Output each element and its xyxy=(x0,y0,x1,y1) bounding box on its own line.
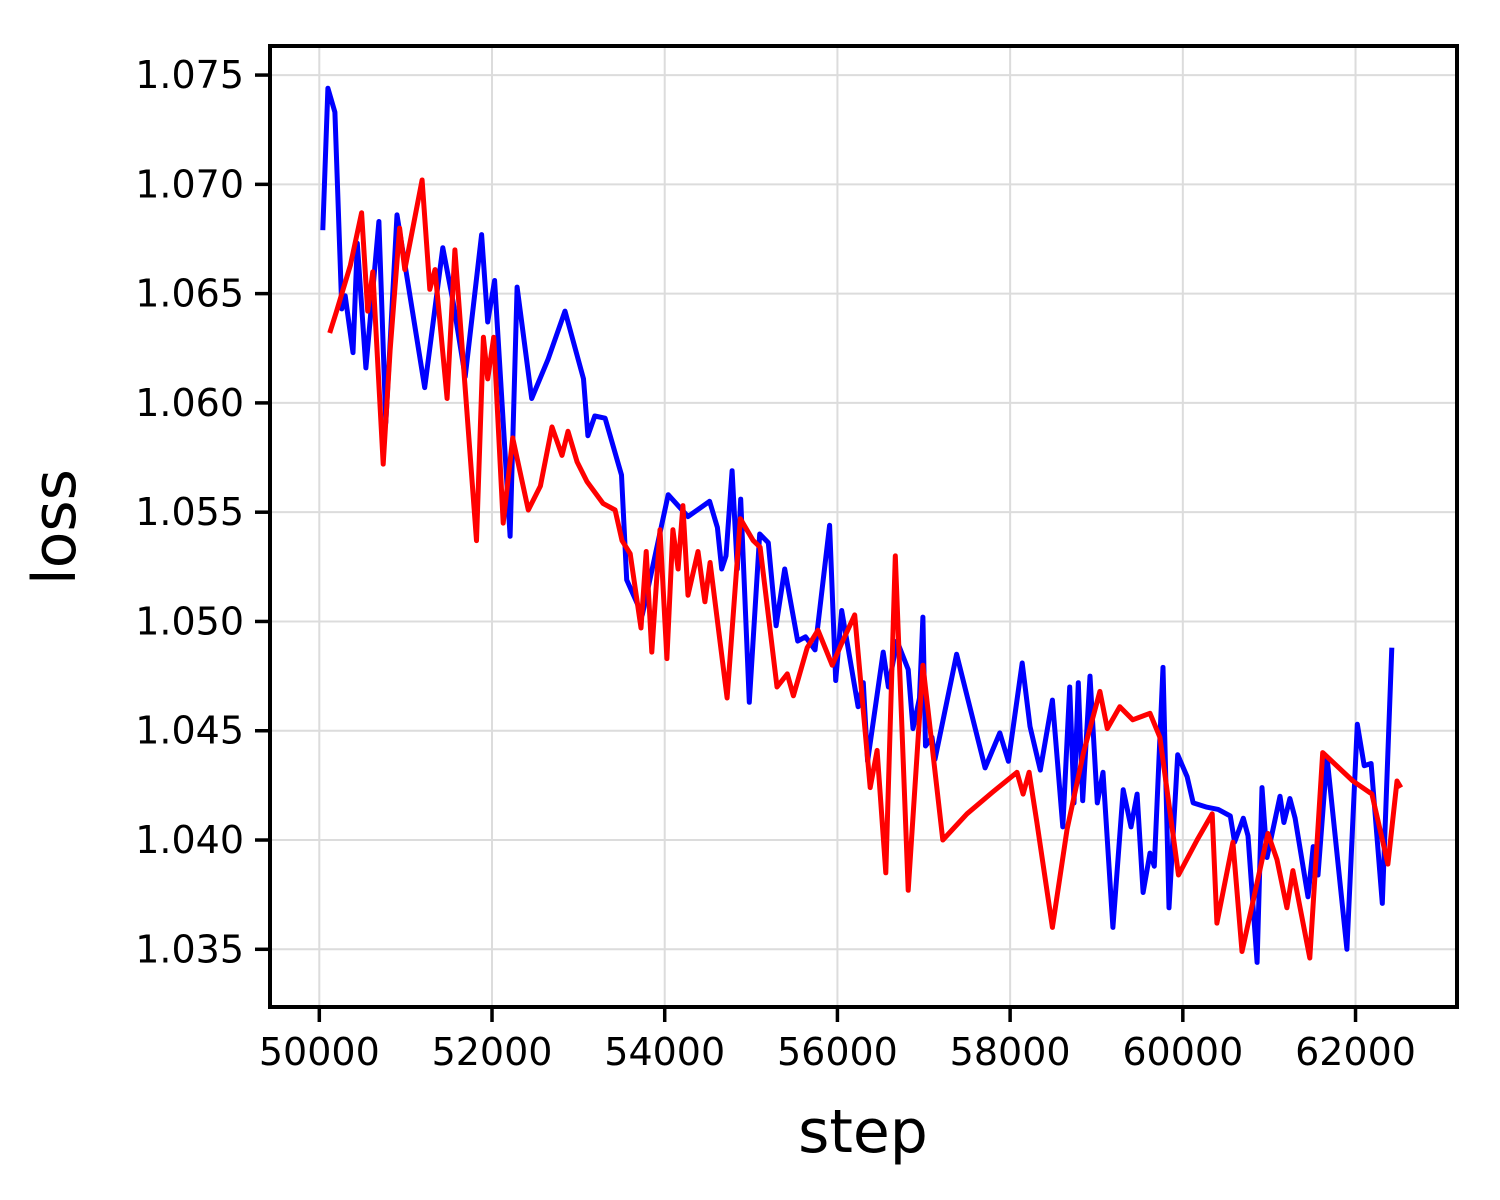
plot-border xyxy=(268,44,1459,1009)
series-line-red-run xyxy=(327,177,1404,961)
x-tick-label: 52000 xyxy=(432,1030,553,1074)
y-tick-labels: 1.035 1.040 1.045 1.050 1.055 1.060 1.065 1.070… xyxy=(135,53,244,971)
series-lines xyxy=(320,85,1404,965)
y-tick-label: 1.065 xyxy=(135,272,244,316)
y-tick-label: 1.070 xyxy=(135,162,244,206)
y-axis-label: loss xyxy=(20,469,90,585)
y-tick-label: 1.045 xyxy=(135,709,244,753)
y-tick-label: 1.060 xyxy=(135,381,244,425)
x-tick-label: 54000 xyxy=(604,1030,725,1074)
x-tick-label: 56000 xyxy=(777,1030,898,1074)
y-tick-label: 1.075 xyxy=(135,53,244,97)
y-tick-label: 1.050 xyxy=(135,599,244,643)
x-tick-label: 58000 xyxy=(950,1030,1071,1074)
y-tick-label: 1.035 xyxy=(135,927,244,971)
series-line-blue-run xyxy=(320,85,1395,965)
y-tick-label: 1.055 xyxy=(135,490,244,534)
x-tick-label: 60000 xyxy=(1122,1030,1243,1074)
x-tick-labels: 50000 52000 54000 56000 58000 60000 62000 xyxy=(259,1030,1416,1074)
x-tick-label: 62000 xyxy=(1295,1030,1416,1074)
x-tick-label: 50000 xyxy=(259,1030,380,1074)
x-axis-label: step xyxy=(798,1097,928,1167)
y-tick-label: 1.040 xyxy=(135,818,244,862)
gridlines xyxy=(270,46,1457,1007)
axis-ticks xyxy=(255,73,1358,1022)
